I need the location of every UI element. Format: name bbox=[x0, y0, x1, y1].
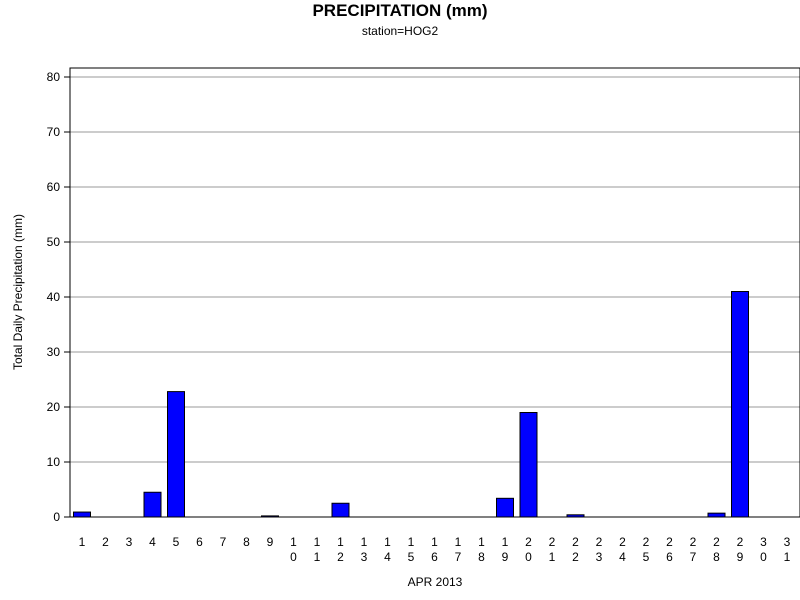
chart-title: PRECIPITATION (mm) bbox=[312, 1, 488, 20]
bar bbox=[143, 491, 162, 518]
y-axis-label: Total Daily Precipitation (mm) bbox=[11, 214, 25, 370]
x-tick-label: 2 bbox=[102, 535, 109, 549]
y-tick-label: 0 bbox=[53, 510, 60, 524]
grid-lines bbox=[70, 76, 800, 463]
x-tick-label: 6 bbox=[196, 535, 203, 549]
y-tick-label: 60 bbox=[47, 180, 61, 194]
bar bbox=[73, 511, 91, 518]
y-tick-label: 80 bbox=[47, 70, 61, 84]
x-axis-label: APR 2013 bbox=[408, 575, 463, 589]
x-tick-label: 9 bbox=[267, 535, 274, 549]
bar bbox=[519, 412, 538, 518]
bar bbox=[496, 497, 514, 518]
y-axis-ticks: 0 10 20 30 40 50 60 70 80 bbox=[47, 70, 70, 524]
x-tick-label: 8 bbox=[243, 535, 250, 549]
x-tick-label: 5 bbox=[173, 535, 180, 549]
x-tick-label: 3 bbox=[126, 535, 133, 549]
y-tick-label: 40 bbox=[47, 290, 61, 304]
x-tick-label: 7 bbox=[220, 535, 227, 549]
y-tick-label: 70 bbox=[47, 125, 61, 139]
bars bbox=[73, 291, 749, 518]
y-tick-label: 10 bbox=[47, 455, 61, 469]
bar bbox=[331, 502, 350, 518]
y-tick-label: 50 bbox=[47, 235, 61, 249]
bar bbox=[707, 512, 726, 518]
bar bbox=[167, 391, 185, 518]
x-tick-label: 4 bbox=[149, 535, 156, 549]
chart-subtitle: station=HOG2 bbox=[361, 24, 439, 38]
x-axis-ticks: 1 2 3 4 5 6 7 8 9 1 01 11 21 31 41 51 61 71 81 92 02 12 22 32 42… bbox=[79, 535, 791, 564]
plot-frame bbox=[69, 67, 800, 518]
x-tick-label: 1 bbox=[79, 535, 86, 549]
bar bbox=[731, 291, 749, 518]
y-tick-label: 30 bbox=[47, 345, 61, 359]
y-tick-label: 20 bbox=[47, 400, 61, 414]
